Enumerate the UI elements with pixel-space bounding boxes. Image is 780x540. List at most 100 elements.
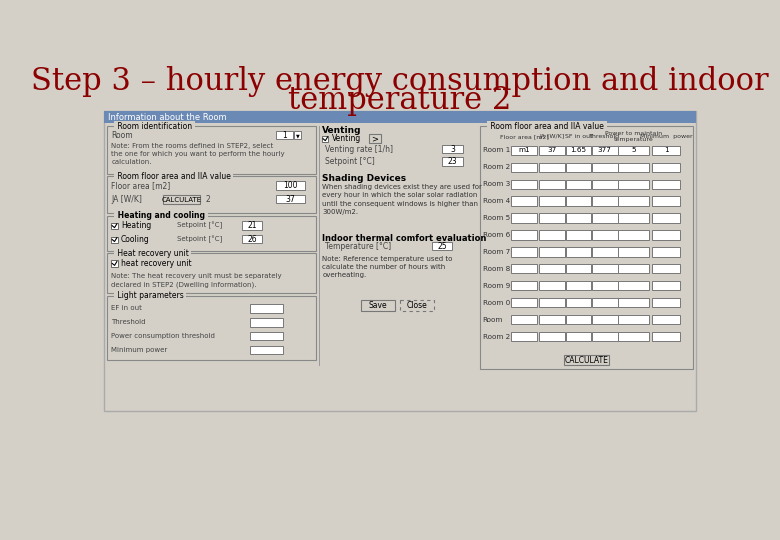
Bar [652, 247, 679, 256]
Bar [250, 318, 282, 327]
Bar [107, 177, 316, 213]
Bar [104, 111, 696, 123]
Text: Setpoint [°C]: Setpoint [°C] [325, 157, 375, 166]
Text: Setpoint [°C]: Setpoint [°C] [176, 222, 222, 230]
Text: Room 0: Room 0 [483, 300, 510, 306]
Bar [112, 237, 118, 242]
Bar [619, 231, 649, 240]
Text: Room identification: Room identification [115, 122, 194, 131]
Text: temperature 2: temperature 2 [288, 85, 512, 116]
Text: Room 7: Room 7 [483, 249, 510, 255]
Bar [322, 136, 328, 142]
Text: Room 6: Room 6 [483, 232, 510, 238]
Text: Note: From the rooms defined in STEP2, select
the one for which you want to perf: Note: From the rooms defined in STEP2, s… [112, 143, 285, 165]
Bar [512, 315, 537, 325]
Text: Room 2: Room 2 [483, 334, 510, 340]
Text: Venting: Venting [322, 126, 362, 136]
Bar [539, 179, 565, 189]
Bar [276, 195, 305, 204]
Text: EF in out: EF in out [112, 305, 142, 311]
Bar [107, 253, 316, 294]
Bar [539, 281, 565, 291]
Bar [619, 163, 649, 172]
Text: 1: 1 [664, 147, 668, 153]
Bar [652, 179, 679, 189]
Bar [480, 126, 693, 369]
Text: 21: 21 [247, 221, 257, 230]
Bar [619, 264, 649, 273]
Text: 37: 37 [548, 147, 557, 153]
Bar [512, 163, 537, 172]
Text: 23: 23 [448, 157, 457, 166]
Text: Light parameters: Light parameters [115, 291, 186, 300]
Text: Indoor thermal comfort evaluation: Indoor thermal comfort evaluation [322, 234, 487, 243]
Text: SF in out: SF in out [565, 134, 592, 139]
Bar [592, 315, 618, 325]
Bar [107, 126, 316, 174]
Bar [619, 332, 649, 341]
Bar [162, 195, 200, 204]
Text: Floor area [m2]: Floor area [m2] [112, 181, 171, 190]
Text: Threshold: Threshold [112, 319, 146, 325]
Text: Room 1: Room 1 [483, 147, 510, 153]
Bar [619, 315, 649, 325]
Bar [592, 163, 618, 172]
Text: 26: 26 [247, 235, 257, 244]
Bar [539, 146, 565, 155]
Bar [619, 197, 649, 206]
Text: Heat recovery unit: Heat recovery unit [115, 249, 191, 258]
Bar [512, 332, 537, 341]
Bar [243, 221, 262, 230]
Bar [107, 296, 316, 361]
Bar [652, 298, 679, 307]
Text: Heating: Heating [121, 221, 151, 230]
Bar [512, 298, 537, 307]
Text: 5: 5 [632, 147, 636, 153]
Bar [652, 231, 679, 240]
Bar [566, 146, 591, 155]
Bar [250, 332, 282, 340]
Text: Floor area [m2]: Floor area [m2] [500, 134, 548, 139]
Text: Temperature [°C]: Temperature [°C] [325, 242, 392, 251]
Text: CALCULATE: CALCULATE [161, 197, 201, 202]
Text: 2: 2 [206, 195, 211, 204]
Bar [619, 179, 649, 189]
Text: ▼: ▼ [296, 133, 300, 138]
Bar [592, 146, 618, 155]
Bar [652, 315, 679, 325]
Bar [539, 163, 565, 172]
Bar [104, 111, 696, 411]
Bar [112, 222, 118, 229]
Bar [652, 213, 679, 222]
Bar [566, 213, 591, 222]
Text: 1: 1 [282, 131, 287, 140]
Text: Room 5: Room 5 [483, 215, 510, 221]
Bar [276, 131, 292, 139]
Text: When shading devices exist they are used for
every hour in which the solar solar: When shading devices exist they are used… [322, 184, 482, 215]
Text: 37: 37 [285, 194, 296, 204]
Bar [539, 264, 565, 273]
Bar [619, 298, 649, 307]
Bar [592, 298, 618, 307]
Bar [619, 247, 649, 256]
Bar [566, 281, 591, 291]
Bar [566, 163, 591, 172]
Bar [566, 315, 591, 325]
Bar [243, 235, 262, 244]
Bar [592, 247, 618, 256]
Bar [442, 145, 463, 153]
Bar [566, 298, 591, 307]
Text: Close: Close [406, 301, 427, 310]
Text: Minimum power: Minimum power [112, 347, 168, 353]
Bar [652, 146, 679, 155]
Bar [539, 315, 565, 325]
Bar [512, 247, 537, 256]
Text: 3: 3 [450, 145, 455, 153]
Bar [619, 281, 649, 291]
Text: Room 4: Room 4 [483, 198, 510, 204]
Bar [539, 298, 565, 307]
Bar [293, 131, 301, 139]
Bar [592, 231, 618, 240]
Text: JA [W/K]: JA [W/K] [112, 195, 142, 204]
Text: CALCULATE: CALCULATE [565, 356, 608, 364]
